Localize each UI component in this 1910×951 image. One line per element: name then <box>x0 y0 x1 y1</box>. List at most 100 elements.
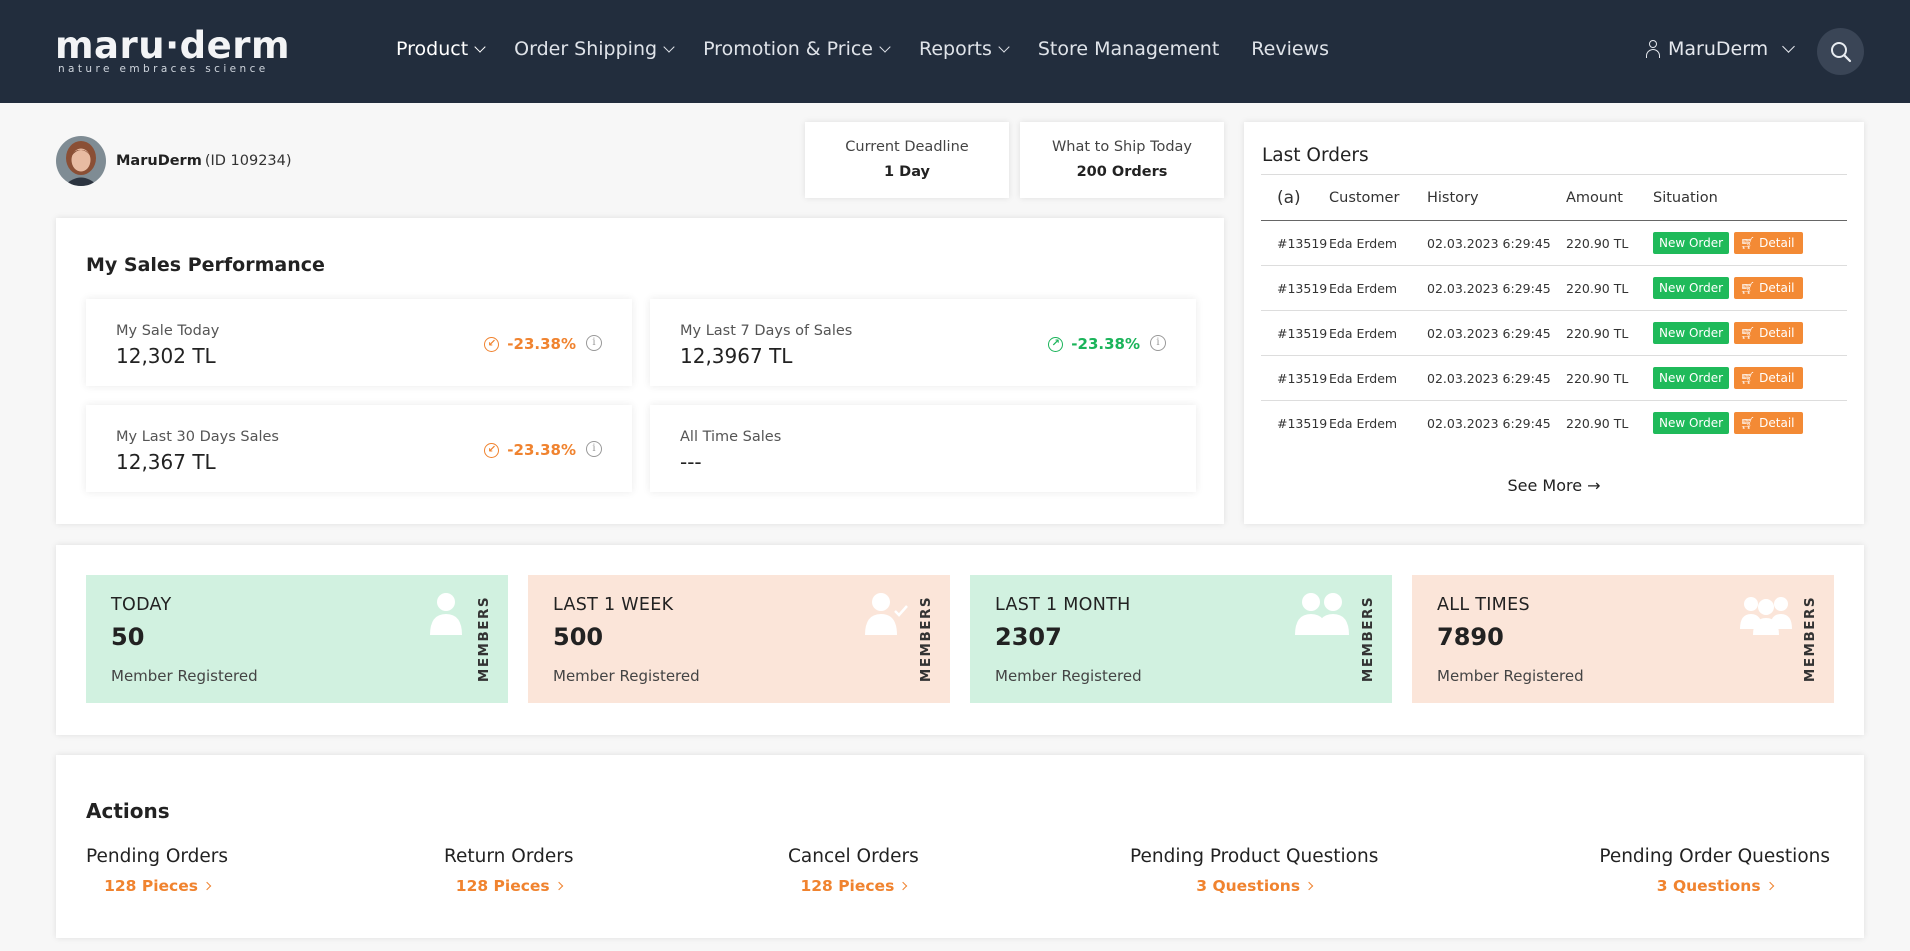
detail-button[interactable]: 🛒︎ Detail <box>1734 367 1803 389</box>
order-date: 02.03.2023 6:29:45 <box>1427 310 1566 356</box>
order-customer: Eda Erdem <box>1329 355 1427 401</box>
order-amount: 220.90 TL <box>1566 310 1653 356</box>
actions-title: Actions <box>86 799 170 823</box>
detail-button-label: Detail <box>1759 281 1795 295</box>
order-situation: New Order 🛒︎ Detail <box>1653 401 1847 446</box>
action-count: 3 Questions <box>1656 877 1761 895</box>
col-header-id: (a) <box>1261 174 1329 221</box>
status-badge: New Order <box>1653 322 1730 344</box>
chevron-down-icon <box>1782 40 1796 53</box>
members-card-count: 2307 <box>995 623 1062 651</box>
detail-button[interactable]: 🛒︎ Detail <box>1734 412 1803 435</box>
table-row[interactable]: #13519 Eda Erdem 02.03.2023 6:29:45 220.… <box>1261 355 1847 401</box>
detail-button-label: Detail <box>1759 371 1795 385</box>
table-header-row: (a) Customer History Amount Situation <box>1261 174 1847 221</box>
brand-logo[interactable]: maru·derm nature embraces science <box>55 24 291 76</box>
detail-button-label: Detail <box>1759 416 1795 431</box>
nav-reviews[interactable]: Reviews <box>1251 38 1329 60</box>
avatar[interactable] <box>56 136 106 186</box>
stat-value: 12,367 TL <box>116 450 216 474</box>
stat-label: My Last 30 Days Sales <box>116 429 279 445</box>
nav-reviews-label: Reviews <box>1251 38 1329 60</box>
nav-promotion-price[interactable]: Promotion & Price <box>703 38 891 60</box>
nav-product[interactable]: Product <box>396 38 486 60</box>
nav-reports-label: Reports <box>918 38 992 60</box>
order-date: 02.03.2023 6:29:45 <box>1427 220 1566 266</box>
detail-button[interactable]: 🛒︎ Detail <box>1734 232 1803 254</box>
col-header-customer: Customer <box>1329 174 1427 221</box>
action-count-link[interactable]: 128 Pieces <box>456 877 563 895</box>
info-icon[interactable]: i <box>1150 335 1166 351</box>
stat-sale-today: My Sale Today 12,302 TL ↙ -23.38% i <box>86 299 632 386</box>
members-card-side-label: MEMBERS <box>1360 595 1376 683</box>
action-label: Pending Orders <box>86 846 229 867</box>
members-week-card[interactable]: LAST 1 WEEK 500 Member Registered MEMBER… <box>528 575 950 703</box>
order-amount: 220.90 TL <box>1566 415 1629 431</box>
order-customer: Eda Erdem <box>1329 220 1427 266</box>
members-card-count: 7890 <box>1437 623 1504 651</box>
nav-store-management[interactable]: Store Management <box>1038 38 1219 60</box>
cart-icon: 🛒︎ <box>1740 281 1756 295</box>
search-icon <box>1830 41 1851 62</box>
user-menu[interactable]: MaruDerm <box>1646 38 1796 60</box>
logo-text: maru·derm <box>55 24 291 67</box>
action-return-orders[interactable]: Return Orders 128 Pieces <box>444 846 573 895</box>
order-situation: New Order 🛒︎ Detail <box>1653 265 1847 311</box>
order-customer: Eda Erdem <box>1329 415 1398 431</box>
see-more-link[interactable]: See More → <box>1244 476 1864 495</box>
action-cancel-orders[interactable]: Cancel Orders 128 Pieces <box>788 846 919 895</box>
members-month-card[interactable]: LAST 1 MONTH 2307 Member Registered MEMB… <box>970 575 1392 703</box>
chevron-right-icon <box>1765 881 1774 891</box>
action-count: 128 Pieces <box>104 877 198 895</box>
detail-button[interactable]: 🛒︎ Detail <box>1734 277 1803 299</box>
members-card-title: ALL TIMES <box>1437 595 1530 615</box>
chevron-right-icon <box>1304 881 1314 891</box>
action-count-link[interactable]: 128 Pieces <box>800 877 908 895</box>
order-situation: New Order 🛒︎ Detail <box>1653 310 1847 356</box>
action-count-link[interactable]: 128 Pieces <box>104 877 212 895</box>
order-amount: 220.90 TL <box>1566 220 1653 266</box>
logo-tagline: nature embraces science <box>58 63 269 75</box>
members-card-side-label: MEMBERS <box>1802 595 1818 683</box>
main-nav: Product Order Shipping Promotion & Price… <box>396 38 1329 60</box>
nav-reports[interactable]: Reports <box>918 38 1010 60</box>
chevron-down-icon <box>474 40 486 53</box>
action-pending-order-questions[interactable]: Pending Order Questions 3 Questions <box>1599 846 1830 895</box>
current-deadline-card: Current Deadline 1 Day <box>805 122 1009 198</box>
cart-icon: 🛒︎ <box>1740 236 1756 250</box>
members-card-title: LAST 1 MONTH <box>995 595 1131 615</box>
table-row[interactable]: #13519 Eda Erdem 02.03.2023 6:29:45 220.… <box>1261 265 1847 311</box>
order-customer: Eda Erdem <box>1329 310 1427 356</box>
members-card-subtitle: Member Registered <box>995 667 1142 685</box>
info-icon[interactable]: i <box>586 335 602 351</box>
nav-product-label: Product <box>396 38 469 60</box>
action-pending-orders[interactable]: Pending Orders 128 Pieces <box>86 846 228 895</box>
table-row[interactable]: #13519 Eda Erdem 02.03.2023 6:29:45 220.… <box>1261 220 1847 266</box>
members-all-times-card[interactable]: ALL TIMES 7890 Member Registered MEMBERS <box>1412 575 1834 703</box>
current-deadline-value: 1 Day <box>884 164 930 180</box>
search-button[interactable] <box>1817 28 1864 75</box>
table-row[interactable]: #13519 Eda Erdem 02.03.2023 6:29:45 220.… <box>1261 310 1847 356</box>
action-count-link[interactable]: 3 Questions <box>1656 877 1774 895</box>
action-pending-product-questions[interactable]: Pending Product Questions 3 Questions <box>1130 846 1378 895</box>
nav-order-shipping[interactable]: Order Shipping <box>514 38 675 60</box>
trend-up-icon: ↗ <box>1048 336 1064 352</box>
nav-order-shipping-label: Order Shipping <box>514 38 658 60</box>
stat-change-value: -23.38% <box>1071 335 1140 353</box>
cart-icon: 🛒︎ <box>1740 326 1756 340</box>
members-card-subtitle: Member Registered <box>553 667 700 685</box>
see-more-label: See More <box>1507 476 1583 495</box>
user-check-icon <box>865 593 908 635</box>
profile-name: MaruDerm <box>116 153 202 169</box>
stat-last-30-days: My Last 30 Days Sales 12,367 TL ↙ -23.38… <box>86 405 632 492</box>
action-count-link[interactable]: 3 Questions <box>1196 877 1314 895</box>
members-card-side-label: MEMBERS <box>476 595 492 683</box>
info-icon[interactable]: i <box>586 441 602 457</box>
action-label: Return Orders <box>444 846 574 867</box>
table-row[interactable]: #13519 Eda Erdem 02.03.2023 6:29:45 220.… <box>1261 401 1847 446</box>
members-today-card[interactable]: TODAY 50 Member Registered MEMBERS <box>86 575 508 703</box>
order-customer: Eda Erdem <box>1329 265 1427 311</box>
detail-button[interactable]: 🛒︎ Detail <box>1734 322 1803 344</box>
order-amount: 220.90 TL <box>1566 265 1653 311</box>
stat-value: 12,302 TL <box>116 344 216 368</box>
